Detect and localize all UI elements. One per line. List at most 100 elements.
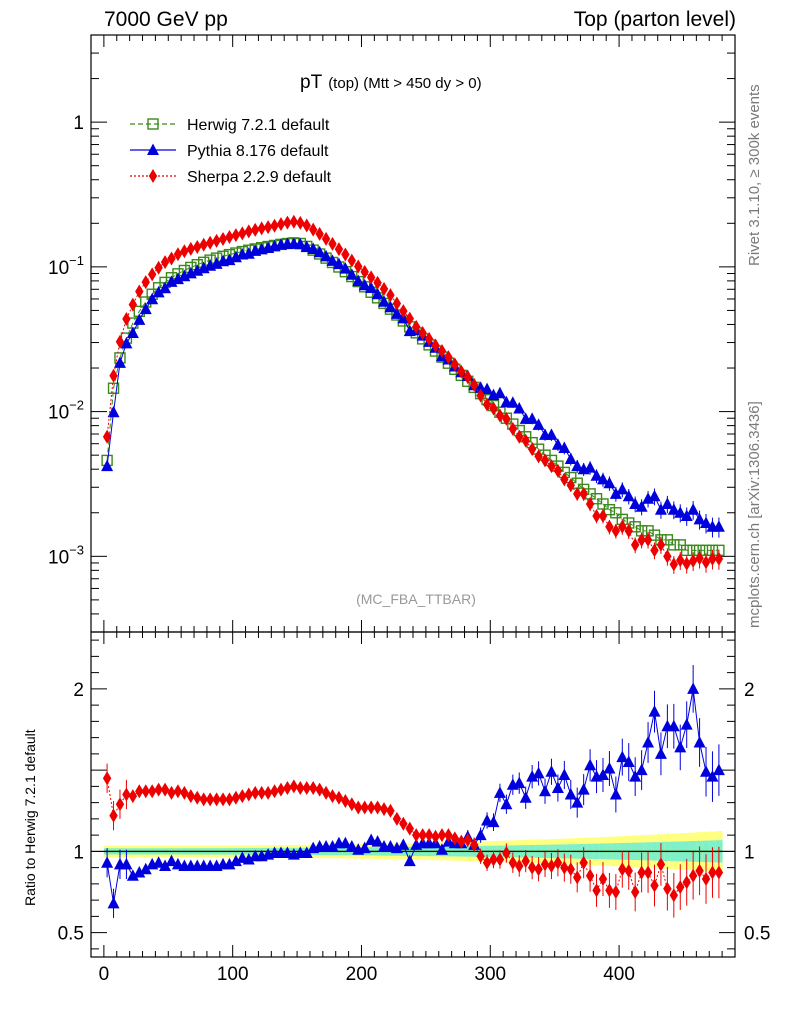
herwig-marker	[668, 539, 680, 551]
pythia-marker	[596, 472, 609, 485]
sherpa-ratio-marker	[270, 784, 279, 799]
sherpa-marker	[515, 429, 524, 444]
y-tick-label: 10−1	[48, 253, 84, 279]
sherpa-marker	[354, 259, 363, 274]
sherpa-marker	[605, 519, 614, 534]
sherpa-ratio-marker	[122, 787, 131, 802]
pythia-ratio-marker	[648, 705, 661, 717]
herwig-marker	[597, 498, 609, 510]
sherpa-marker	[650, 543, 659, 558]
sherpa-ratio-marker	[676, 880, 685, 895]
sherpa-marker	[656, 537, 666, 552]
sherpa-ratio-marker	[495, 852, 505, 867]
sherpa-marker	[238, 226, 247, 241]
y-tick-label: 1	[73, 113, 84, 134]
pythia-marker	[113, 356, 126, 368]
pythia-ratio-marker	[493, 786, 506, 798]
pythia-ratio-marker	[603, 762, 616, 774]
sherpa-ratio-marker	[193, 790, 202, 805]
sherpa-marker	[199, 237, 208, 252]
sherpa-marker	[682, 556, 691, 571]
sherpa-ratio-marker	[463, 833, 472, 847]
pythia-marker	[294, 237, 307, 250]
pythia-ratio-marker	[152, 856, 165, 868]
sherpa-marker	[379, 281, 389, 296]
ratio-y-tick-label: 2	[73, 680, 84, 701]
sherpa-marker	[154, 260, 163, 275]
sherpa-ratio-marker	[180, 785, 189, 800]
sherpa-marker	[283, 215, 292, 230]
sherpa-marker	[598, 508, 608, 523]
x-axis: 0 100 200 300 400	[90, 35, 736, 985]
pythia-marker	[332, 257, 345, 270]
sherpa-marker	[540, 453, 550, 468]
pythia-marker	[378, 295, 391, 307]
pythia-ratio-marker	[139, 862, 152, 875]
sherpa-marker	[450, 357, 460, 372]
pythia-marker	[223, 253, 236, 266]
sherpa-ratio-marker	[212, 792, 221, 807]
sherpa-marker	[560, 472, 569, 487]
pythia-marker	[159, 281, 172, 294]
sherpa-marker	[257, 221, 266, 236]
sherpa-marker	[334, 242, 344, 257]
sherpa-ratio-marker	[708, 865, 717, 880]
pythia-ratio-marker	[223, 857, 236, 870]
x-tick-label: 300	[474, 964, 506, 985]
pythia-marker	[352, 274, 365, 287]
sherpa-ratio-marker	[695, 863, 704, 878]
sherpa-ratio-marker	[444, 828, 453, 843]
sherpa-series	[102, 214, 724, 574]
pythia-ratio-marker	[635, 763, 648, 776]
x-tick-label: 100	[217, 964, 249, 985]
sherpa-marker	[418, 326, 427, 341]
sherpa-ratio-marker	[392, 811, 402, 826]
sherpa-marker	[212, 233, 221, 248]
pythia-ratio-marker	[667, 719, 680, 732]
pythia-ratio-marker	[242, 853, 255, 865]
pythia-marker	[674, 506, 687, 518]
ratio-y-tick-label-right: 0.5	[744, 924, 770, 945]
pythia-ratio-marker	[397, 838, 410, 850]
sherpa-ratio-marker	[128, 789, 138, 804]
sherpa-ratio-marker	[147, 784, 157, 799]
sherpa-ratio-marker	[225, 792, 234, 807]
sherpa-ratio-marker	[502, 846, 511, 860]
pythia-marker	[506, 396, 519, 408]
sherpa-ratio-marker	[379, 802, 389, 817]
sherpa-ratio-marker	[302, 781, 311, 795]
pythia-ratio-marker	[101, 856, 114, 868]
ratio-y-tick-label-right: 1	[744, 842, 755, 863]
sherpa-ratio-marker	[437, 828, 447, 843]
sherpa-ratio-marker	[135, 784, 144, 799]
pythia-ratio-marker	[500, 797, 513, 810]
pythia-marker	[384, 300, 397, 313]
pythia-series	[101, 237, 725, 538]
sherpa-ratio-marker	[360, 800, 369, 815]
sherpa-marker	[160, 255, 170, 270]
sherpa-ratio-marker	[109, 808, 118, 823]
sherpa-ratio-marker	[257, 785, 266, 800]
sherpa-marker	[167, 251, 176, 266]
sherpa-ratio-marker	[141, 784, 150, 799]
pythia-ratio-marker	[545, 765, 558, 777]
sherpa-ratio-marker	[296, 781, 305, 795]
sherpa-ratio-marker	[534, 862, 543, 877]
pythia-marker	[320, 249, 333, 262]
sherpa-marker	[231, 228, 241, 243]
sherpa-marker	[360, 264, 369, 279]
pythia-ratio-marker	[487, 815, 500, 828]
sherpa-ratio-marker	[366, 800, 376, 815]
pythia-ratio-marker	[674, 740, 687, 753]
sherpa-ratio-marker	[308, 781, 318, 795]
sherpa-marker	[708, 551, 717, 566]
pythia-marker	[313, 245, 326, 258]
pythia-ratio-marker	[539, 784, 552, 797]
pythia-ratio-marker	[629, 770, 642, 782]
pythia-ratio-marker	[120, 857, 133, 870]
sherpa-ratio-marker	[547, 859, 556, 873]
pythia-marker	[667, 503, 680, 515]
sherpa-ratio-marker	[682, 875, 691, 890]
sherpa-marker	[392, 296, 402, 311]
